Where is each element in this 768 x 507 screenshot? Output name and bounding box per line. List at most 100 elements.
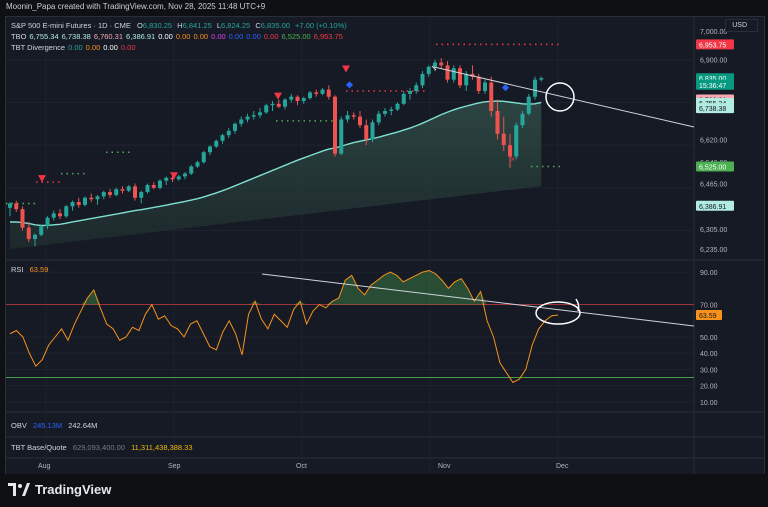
- tbo-legend-value: 6,525.00: [282, 32, 311, 41]
- svg-text:S&P 500 E-mini Futures · 1D ·: S&P 500 E-mini Futures · 1D · CME O6,830…: [11, 21, 347, 30]
- candle-body: [20, 209, 25, 228]
- candle-body: [464, 73, 469, 86]
- obv-value-1: 245.13M: [33, 421, 62, 430]
- rsi-axis[interactable]: 90.00 70.00 50.00 40.00 30.00 20.00 10.00 63.59: [696, 270, 722, 407]
- candle-body: [483, 82, 487, 92]
- candle-body: [120, 189, 125, 191]
- trendline-handle[interactable]: [431, 65, 437, 71]
- tbo-legend-value: 0.00: [193, 32, 208, 41]
- rsi-legend-name[interactable]: RSI: [11, 265, 24, 274]
- symbol-name[interactable]: S&P 500 E-mini Futures · 1D · CME: [11, 21, 131, 30]
- rsi-value-badge-text: 63.59: [699, 313, 717, 320]
- candle-body: [370, 122, 375, 140]
- candle-body: [308, 92, 312, 99]
- price-label-badge: [696, 79, 734, 90]
- tbo-ma-line: [10, 100, 542, 227]
- rsi-tick-label: 40.00: [700, 351, 718, 358]
- trendline-rsi[interactable]: [261, 273, 695, 327]
- rsi-tick-label: 90.00: [700, 270, 718, 277]
- candle-body: [139, 192, 144, 198]
- price-label-badge: [696, 39, 734, 50]
- candle-body: [514, 125, 519, 157]
- candle-body: [508, 145, 512, 157]
- logo-text: TradingView: [35, 482, 112, 497]
- time-axis[interactable]: Aug Sep Oct Nov Dec: [38, 463, 569, 470]
- sell-signal-triangle: [38, 175, 46, 183]
- legend-l-label: L: [217, 21, 221, 30]
- candle-body: [408, 91, 412, 94]
- candle-body: [439, 62, 444, 66]
- legend-change: +7.00 (+0.10%): [295, 21, 347, 30]
- candle-body: [339, 119, 344, 154]
- candle-body: [533, 79, 537, 97]
- tbt-quote-value: 11,311,438,388.33: [131, 443, 192, 452]
- sell-signal-triangle: [170, 172, 178, 180]
- candle-body: [14, 203, 19, 210]
- rsi-tick-label: 70.00: [700, 303, 718, 310]
- obv-legend-name[interactable]: OBV: [11, 421, 27, 430]
- tbo-legend-value: 0.00: [229, 32, 244, 41]
- price-label-text: 6,835.00: [699, 76, 726, 83]
- price-tick-label: 6,620.00: [700, 137, 727, 144]
- candle-body: [539, 78, 544, 80]
- trendline-price[interactable]: [433, 66, 695, 128]
- tbo-legend-value: 0.00: [246, 32, 261, 41]
- candle-body: [39, 226, 44, 235]
- candle-body: [101, 192, 106, 197]
- candle-body: [376, 113, 381, 123]
- candle-body: [158, 180, 162, 188]
- chart-svg[interactable]: × 7,000.006,900.006,620.006,540.006,465.…: [6, 17, 764, 474]
- tbt-base-legend-name[interactable]: TBT Base/Quote: [11, 443, 67, 452]
- tbo-legend-name: TBO: [11, 32, 27, 41]
- legend-low: 6,824.25: [221, 21, 250, 30]
- legend-high: 6,841.25: [183, 21, 212, 30]
- candle-body: [170, 177, 175, 180]
- candle-body: [501, 133, 506, 146]
- tbo-legend-value: 0.00: [176, 32, 191, 41]
- candle-body: [420, 73, 425, 86]
- candle-body: [233, 123, 237, 131]
- candle-body: [33, 234, 37, 240]
- price-label-badge: [696, 161, 734, 172]
- chart-container[interactable]: × 7,000.006,900.006,620.006,540.006,465.…: [5, 16, 765, 475]
- candle-body: [445, 65, 450, 80]
- tbo-legend[interactable]: TBO 6,755.34 6,738.38 6,760.31 6,386.91 0.00 0…: [11, 32, 343, 41]
- price-tick-label: 6,465.00: [700, 182, 727, 189]
- annotation-circle-rsi[interactable]: [535, 301, 581, 325]
- candle-body: [333, 96, 337, 154]
- candle-body: [314, 92, 319, 94]
- svg-text:TBT Base/Quote 629,093: TBT Base/Quote 629,093,400.00 11,311,438…: [11, 443, 193, 452]
- tbt-divergence-legend[interactable]: TBT Divergence 0.00 0.00 0.00 0.00: [11, 43, 136, 52]
- tbt-legend-value: 0.00: [68, 43, 83, 52]
- time-axis-label: Sep: [168, 463, 181, 470]
- price-axis[interactable]: 7,000.006,900.006,620.006,540.006,465.00…: [696, 29, 734, 254]
- tbo-legend-value: 0.00: [211, 32, 226, 41]
- candle-body: [239, 119, 244, 124]
- cross-marker: ×: [510, 154, 515, 164]
- candle-body: [358, 116, 362, 126]
- price-tick-label: 6,305.00: [700, 227, 727, 234]
- candle-body: [426, 66, 431, 74]
- candle-body: [470, 73, 475, 77]
- tbt-base-value: 629,093,400.00: [73, 443, 125, 452]
- tradingview-logo[interactable]: TradingView: [8, 482, 111, 497]
- candle-body: [351, 115, 356, 117]
- candle-body: [226, 130, 231, 136]
- annotation-circle-price[interactable]: [545, 82, 575, 112]
- time-axis-label: Dec: [556, 463, 569, 470]
- tbt-legend-value: 0.00: [121, 43, 136, 52]
- price-label-badge: [696, 200, 734, 211]
- candle-body: [489, 82, 494, 111]
- legend-h-label: H: [177, 21, 182, 30]
- candle-body: [114, 189, 119, 195]
- candle-body: [283, 99, 287, 107]
- candle-body: [401, 93, 406, 104]
- candle-body: [189, 166, 194, 174]
- candle-body: [495, 110, 500, 134]
- candle-body: [64, 206, 69, 217]
- currency-button[interactable]: USD: [725, 19, 758, 32]
- tbo-legend-value: 6,386.91: [126, 32, 155, 41]
- annotation-tick-rsi[interactable]: [575, 298, 580, 312]
- tbt-legend-name: TBT Divergence: [11, 43, 65, 52]
- price-label-text: 6,953.75: [699, 42, 726, 49]
